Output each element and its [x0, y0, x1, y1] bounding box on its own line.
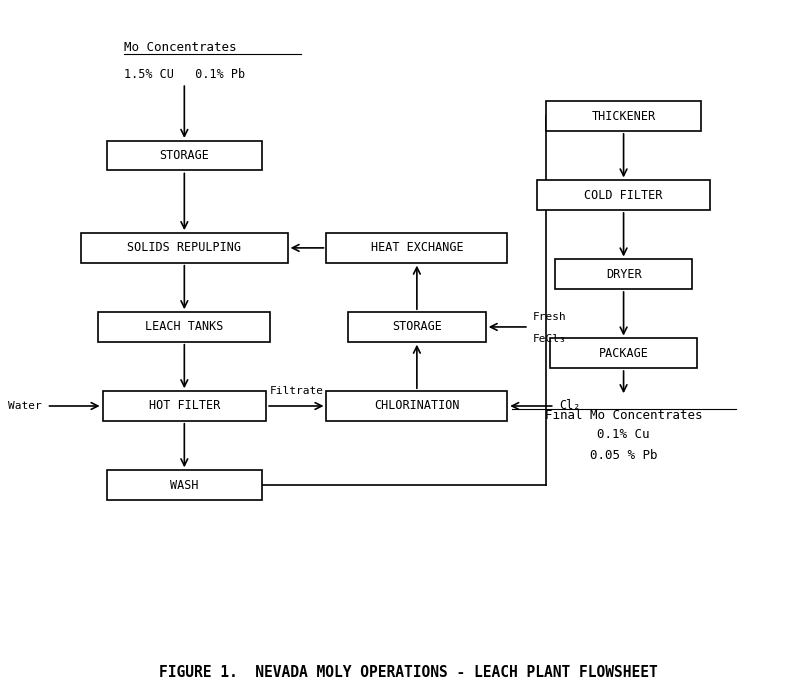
Text: STORAGE: STORAGE	[159, 149, 210, 162]
Text: Final Mo Concentrates: Final Mo Concentrates	[545, 410, 702, 422]
Text: Cl₂: Cl₂	[559, 400, 580, 412]
Text: THICKENER: THICKENER	[591, 110, 656, 122]
Bar	[326, 391, 507, 421]
Bar	[81, 233, 288, 262]
Text: STORAGE: STORAGE	[392, 321, 442, 333]
Text: COLD FILTER: COLD FILTER	[584, 189, 662, 202]
Bar	[102, 391, 266, 421]
Bar	[326, 233, 507, 262]
Text: HEAT EXCHANGE: HEAT EXCHANGE	[370, 241, 463, 254]
Text: FeCl₃: FeCl₃	[533, 333, 567, 344]
Text: WASH: WASH	[170, 479, 198, 491]
Text: 0.1% Cu: 0.1% Cu	[598, 428, 650, 441]
Text: FIGURE 1.  NEVADA MOLY OPERATIONS - LEACH PLANT FLOWSHEET: FIGURE 1. NEVADA MOLY OPERATIONS - LEACH…	[159, 665, 658, 680]
Bar	[107, 141, 262, 171]
Bar	[348, 312, 486, 342]
Bar	[554, 260, 693, 289]
Bar	[546, 102, 701, 131]
Text: Water: Water	[9, 401, 42, 411]
Text: LEACH TANKS: LEACH TANKS	[145, 321, 223, 333]
Bar	[538, 181, 710, 210]
Text: HOT FILTER: HOT FILTER	[149, 400, 220, 412]
Bar	[550, 339, 697, 368]
Text: PACKAGE: PACKAGE	[598, 346, 649, 360]
Text: 0.05 % Pb: 0.05 % Pb	[590, 449, 658, 462]
Bar	[98, 312, 270, 342]
Text: Mo Concentrates: Mo Concentrates	[124, 41, 237, 54]
Text: 1.5% CU   0.1% Pb: 1.5% CU 0.1% Pb	[124, 68, 245, 81]
Text: DRYER: DRYER	[606, 267, 642, 281]
Text: Filtrate: Filtrate	[270, 386, 323, 396]
Bar	[107, 470, 262, 500]
Text: Fresh: Fresh	[533, 312, 567, 322]
Text: SOLIDS REPULPING: SOLIDS REPULPING	[127, 241, 242, 254]
Text: CHLORINATION: CHLORINATION	[374, 400, 460, 412]
